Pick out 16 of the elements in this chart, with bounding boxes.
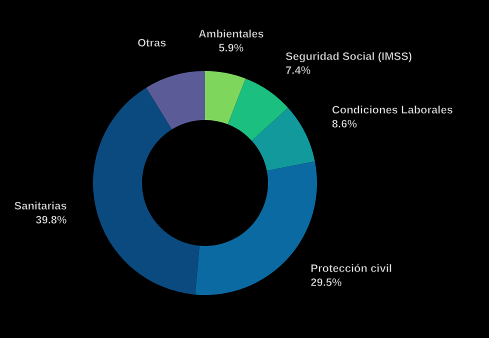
donut-slice bbox=[146, 71, 205, 130]
donut-slice bbox=[228, 78, 288, 141]
slice-label: Seguridad Social (IMSS) bbox=[286, 51, 412, 64]
data-label: 29.5% bbox=[310, 276, 342, 289]
slice-label: Condiciones Laborales bbox=[332, 104, 453, 116]
slice-label: Sanitarias bbox=[14, 200, 67, 213]
donut-slice bbox=[252, 108, 315, 171]
donut-slice bbox=[93, 88, 200, 295]
slice-label: Ambientales bbox=[198, 28, 264, 40]
data-label: 7.4% bbox=[286, 65, 311, 78]
data-label: 8.6% bbox=[332, 118, 358, 130]
slice-label: Otras bbox=[137, 37, 166, 50]
slice-label: Protección civil bbox=[310, 262, 392, 275]
donut-slice bbox=[205, 71, 246, 124]
data-label: 39.8% bbox=[36, 214, 68, 227]
data-label: 5.9% bbox=[218, 42, 244, 54]
